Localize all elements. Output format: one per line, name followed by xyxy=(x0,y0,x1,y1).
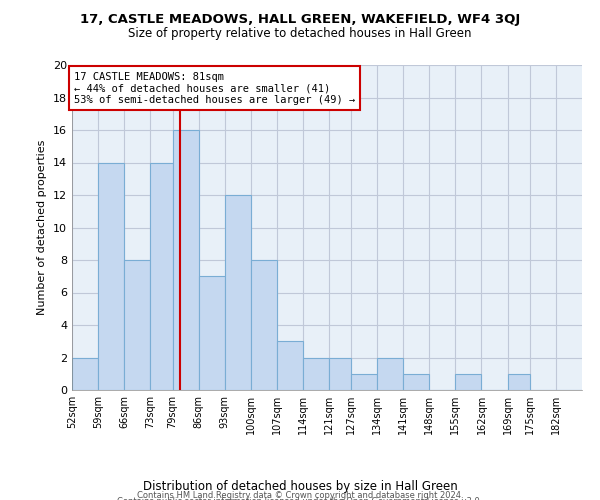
Bar xyxy=(224,195,251,390)
Text: Size of property relative to detached houses in Hall Green: Size of property relative to detached ho… xyxy=(128,28,472,40)
Bar xyxy=(508,374,530,390)
Text: Distribution of detached houses by size in Hall Green: Distribution of detached houses by size … xyxy=(143,480,457,493)
Bar xyxy=(455,374,481,390)
Y-axis label: Number of detached properties: Number of detached properties xyxy=(37,140,47,315)
Bar xyxy=(98,162,124,390)
Bar xyxy=(72,358,98,390)
Bar xyxy=(277,341,303,390)
Bar xyxy=(377,358,403,390)
Text: 17, CASTLE MEADOWS, HALL GREEN, WAKEFIELD, WF4 3QJ: 17, CASTLE MEADOWS, HALL GREEN, WAKEFIEL… xyxy=(80,12,520,26)
Bar xyxy=(351,374,377,390)
Bar xyxy=(251,260,277,390)
Bar xyxy=(150,162,173,390)
Bar xyxy=(329,358,351,390)
Bar xyxy=(199,276,224,390)
Text: Contains public sector information licensed under the Open Government Licence v3: Contains public sector information licen… xyxy=(118,498,482,500)
Text: Contains HM Land Registry data © Crown copyright and database right 2024.: Contains HM Land Registry data © Crown c… xyxy=(137,491,463,500)
Bar xyxy=(303,358,329,390)
Text: 17 CASTLE MEADOWS: 81sqm
← 44% of detached houses are smaller (41)
53% of semi-d: 17 CASTLE MEADOWS: 81sqm ← 44% of detach… xyxy=(74,72,355,104)
Bar xyxy=(124,260,150,390)
Bar xyxy=(173,130,199,390)
Bar xyxy=(403,374,430,390)
